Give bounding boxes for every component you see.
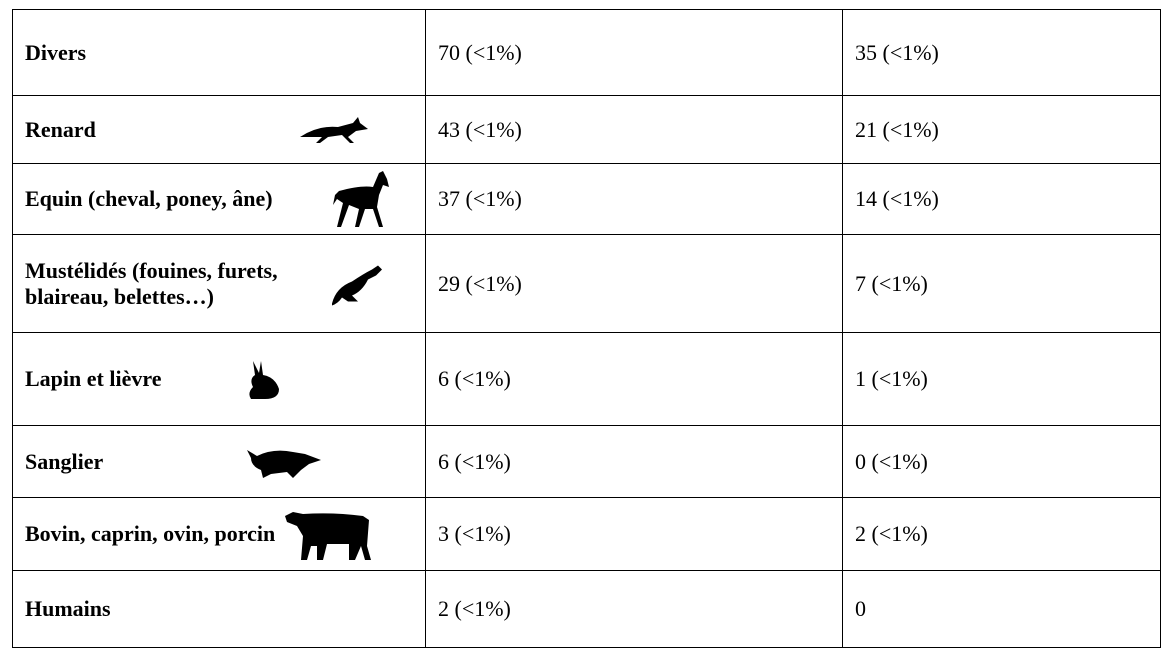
cell-value: 2 (<1%) — [438, 596, 511, 621]
cell-value: 35 (<1%) — [855, 39, 939, 65]
table-cell: 14 (<1%) — [842, 163, 1161, 235]
table-cell: Bovin, caprin, ovin, porcin — [12, 497, 426, 571]
cell-value: 37 (<1%) — [438, 186, 522, 211]
cell-value: 1 (<1%) — [855, 366, 928, 391]
table-row: Humains 2 (<1%) 0 — [12, 570, 1161, 648]
cell-value: 3 (<1%) — [438, 521, 511, 546]
table-cell: 43 (<1%) — [425, 95, 843, 164]
table-cell: 6 (<1%) — [425, 425, 843, 498]
table-cell: Mustélidés (fouines, furets, blaireau, b… — [12, 234, 426, 333]
row-label: Humains — [25, 596, 111, 621]
animal-icon — [247, 449, 321, 478]
row-label: Bovin, caprin, ovin, porcin — [25, 521, 276, 546]
row-label: Renard — [25, 116, 96, 142]
animal-icon — [332, 265, 382, 305]
row-label: Equin (cheval, poney, âne) — [25, 186, 273, 211]
table-cell: 1 (<1%) — [842, 332, 1161, 426]
table-cell: 2 (<1%) — [842, 497, 1161, 571]
table-cell: Equin (cheval, poney, âne) — [12, 163, 426, 235]
cell-value: 70 (<1%) — [438, 39, 522, 65]
cell-value: 7 (<1%) — [855, 270, 928, 296]
table-cell: 6 (<1%) — [425, 332, 843, 426]
table-cell: 70 (<1%) — [425, 9, 843, 96]
table-cell: 29 (<1%) — [425, 234, 843, 333]
row-label: Sanglier — [25, 448, 104, 474]
animal-icon — [285, 512, 371, 560]
table-row: Sanglier 6 (<1%) 0 (<1%) — [12, 425, 1161, 498]
table-cell: 0 — [842, 570, 1161, 648]
table-cell: Divers — [12, 9, 426, 96]
table-row: Mustélidés (fouines, furets, blaireau, b… — [12, 234, 1161, 333]
cell-value: 14 (<1%) — [855, 186, 939, 211]
table-row: Bovin, caprin, ovin, porcin 3 (<1%) 2 (<1%… — [12, 497, 1161, 571]
table-cell: 35 (<1%) — [842, 9, 1161, 96]
table-cell: 0 (<1%) — [842, 425, 1161, 498]
table-cell: Humains — [12, 570, 426, 648]
table-cell: Renard — [12, 95, 426, 164]
row-label: Divers — [25, 39, 87, 65]
cell-value: 2 (<1%) — [855, 521, 928, 546]
animal-icon — [300, 116, 368, 143]
table-cell: Lapin et lièvre — [12, 332, 426, 426]
table-row: Renard 43 (<1%) 21 (<1%) — [12, 95, 1161, 164]
animal-icon — [333, 171, 389, 227]
row-label: Lapin et lièvre — [25, 366, 162, 391]
cell-value: 29 (<1%) — [438, 270, 522, 296]
cell-value: 6 (<1%) — [438, 366, 511, 391]
table-cell: 37 (<1%) — [425, 163, 843, 235]
table-row: Equin (cheval, poney, âne) 37 (<1%) 14 (<1… — [12, 163, 1161, 235]
animal-icon — [249, 361, 279, 399]
cell-value: 43 (<1%) — [438, 116, 522, 142]
table: Divers 70 (<1%) 35 (<1%) Renard 43 (<1%) 21 (… — [12, 9, 1161, 648]
table-row: Divers 70 (<1%) 35 (<1%) — [12, 9, 1161, 96]
table-row: Lapin et lièvre 6 (<1%) 1 (<1%) — [12, 332, 1161, 426]
cell-value: 6 (<1%) — [438, 448, 511, 474]
cell-value: 0 — [855, 596, 866, 621]
table-cell: 3 (<1%) — [425, 497, 843, 571]
cell-value: 0 (<1%) — [855, 448, 928, 474]
table-cell: 7 (<1%) — [842, 234, 1161, 333]
page: Divers 70 (<1%) 35 (<1%) Renard 43 (<1%) 21 (… — [12, 9, 1161, 648]
table-cell: Sanglier — [12, 425, 426, 498]
row-label: Mustélidés (fouines, furets, blaireau, b… — [25, 257, 278, 309]
cell-value: 21 (<1%) — [855, 116, 939, 142]
table-cell: 2 (<1%) — [425, 570, 843, 648]
table-cell: 21 (<1%) — [842, 95, 1161, 164]
